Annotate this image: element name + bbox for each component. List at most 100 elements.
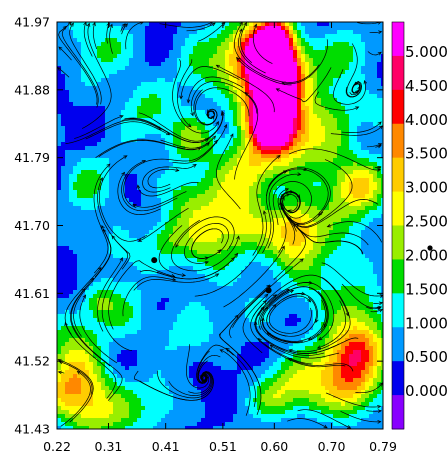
field-cell	[161, 238, 166, 243]
field-cell	[313, 70, 318, 75]
field-cell	[201, 234, 206, 239]
field-cell	[381, 198, 383, 203]
field-cell	[97, 206, 102, 211]
field-cell	[197, 70, 202, 75]
field-cell	[309, 102, 314, 107]
field-cell	[217, 210, 222, 215]
field-cell	[265, 174, 270, 179]
field-cell	[173, 250, 178, 255]
field-cell	[341, 98, 346, 103]
field-cell	[221, 138, 226, 143]
field-cell	[281, 50, 286, 55]
field-cell	[285, 102, 290, 107]
field-cell	[245, 106, 250, 111]
field-cell	[277, 102, 282, 107]
field-cell	[361, 234, 366, 239]
field-cell	[257, 82, 262, 87]
field-cell	[61, 254, 66, 259]
field-cell	[313, 246, 318, 251]
field-cell	[261, 58, 266, 63]
field-cell	[337, 42, 342, 47]
field-cell	[133, 170, 138, 175]
field-cell	[309, 98, 314, 103]
field-cell	[113, 62, 118, 67]
field-cell	[97, 214, 102, 219]
field-cell	[333, 46, 338, 51]
field-cell	[73, 150, 78, 155]
field-cell	[293, 74, 298, 79]
field-cell	[145, 218, 150, 223]
field-cell	[141, 186, 146, 191]
field-cell	[369, 70, 374, 75]
field-cell	[145, 246, 150, 251]
field-cell	[193, 26, 198, 31]
field-cell	[129, 162, 134, 167]
field-cell	[221, 90, 226, 95]
field-cell	[313, 214, 318, 219]
field-cell	[57, 86, 62, 91]
field-cell	[309, 34, 314, 39]
field-cell	[69, 246, 74, 251]
field-cell	[297, 254, 302, 259]
field-cell	[229, 186, 234, 191]
field-cell	[381, 22, 383, 27]
field-cell	[181, 50, 186, 55]
field-cell	[189, 154, 194, 159]
field-cell	[129, 74, 134, 79]
field-cell	[357, 58, 362, 63]
field-cell	[373, 190, 378, 195]
field-cell	[141, 102, 146, 107]
field-cell	[149, 230, 154, 235]
field-cell	[329, 126, 334, 131]
field-cell	[69, 238, 74, 243]
field-cell	[297, 246, 302, 251]
field-cell	[241, 254, 246, 259]
field-cell	[77, 90, 82, 95]
field-cell	[329, 98, 334, 103]
field-cell	[313, 154, 318, 159]
field-cell	[101, 182, 106, 187]
field-cell	[197, 238, 202, 243]
field-cell	[129, 254, 134, 259]
field-cell	[217, 222, 222, 227]
field-cell	[117, 74, 122, 79]
field-cell	[313, 126, 318, 131]
field-cell	[97, 246, 102, 251]
field-cell	[233, 130, 238, 135]
field-cell	[253, 78, 258, 83]
field-cell	[61, 262, 66, 267]
field-cell	[121, 234, 126, 239]
field-cell	[365, 102, 370, 107]
field-cell	[321, 122, 326, 127]
field-cell	[93, 26, 98, 31]
field-cell	[185, 114, 190, 119]
field-cell	[353, 214, 358, 219]
field-cell	[137, 226, 142, 231]
field-cell	[253, 110, 258, 115]
field-cell	[261, 230, 266, 235]
field-cell	[253, 166, 258, 171]
field-cell	[241, 70, 246, 75]
field-cell	[253, 262, 258, 267]
field-cell	[145, 106, 150, 111]
field-cell	[337, 206, 342, 211]
field-cell	[277, 26, 282, 31]
field-cell	[201, 86, 206, 91]
field-cell	[305, 170, 310, 175]
field-cell	[133, 154, 138, 159]
field-cell	[113, 110, 118, 115]
field-cell	[353, 98, 358, 103]
field-cell	[357, 150, 362, 155]
field-cell	[341, 166, 346, 171]
field-cell	[157, 206, 162, 211]
field-cell	[129, 222, 134, 227]
field-cell	[301, 114, 306, 119]
field-cell	[57, 90, 62, 95]
field-cell	[373, 198, 378, 203]
field-cell	[213, 210, 218, 215]
field-cell	[381, 102, 383, 107]
field-cell	[189, 162, 194, 167]
field-cell	[285, 94, 290, 99]
field-cell	[249, 250, 254, 255]
field-cell	[177, 166, 182, 171]
